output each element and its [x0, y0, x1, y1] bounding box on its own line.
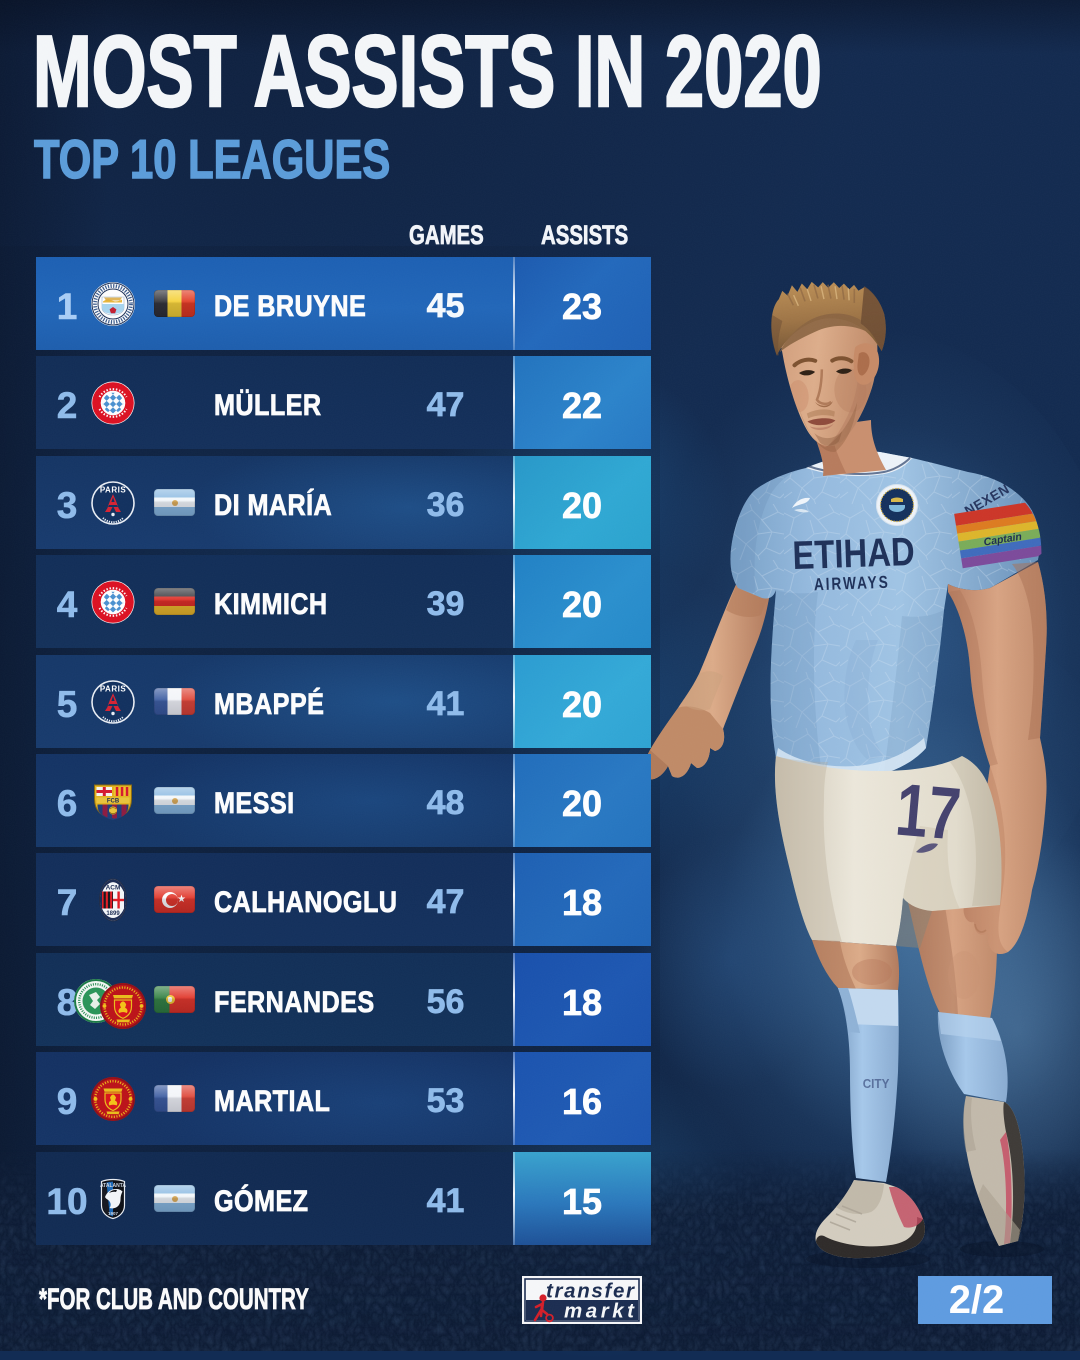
svg-text:PARIS: PARIS: [100, 486, 127, 495]
svg-text:1899: 1899: [106, 911, 120, 917]
svg-text:ACM: ACM: [106, 885, 121, 892]
svg-text:PARIS: PARIS: [100, 685, 127, 694]
svg-text:CITY: CITY: [863, 1076, 890, 1091]
svg-text:1907: 1907: [108, 1211, 119, 1216]
svg-text:17: 17: [893, 769, 964, 857]
svg-text:FCB: FCB: [107, 798, 120, 804]
svg-text:ATALANTA: ATALANTA: [100, 1183, 126, 1189]
svg-text:AIRWAYS: AIRWAYS: [814, 573, 890, 595]
svg-text:ETIHAD: ETIHAD: [792, 529, 916, 578]
